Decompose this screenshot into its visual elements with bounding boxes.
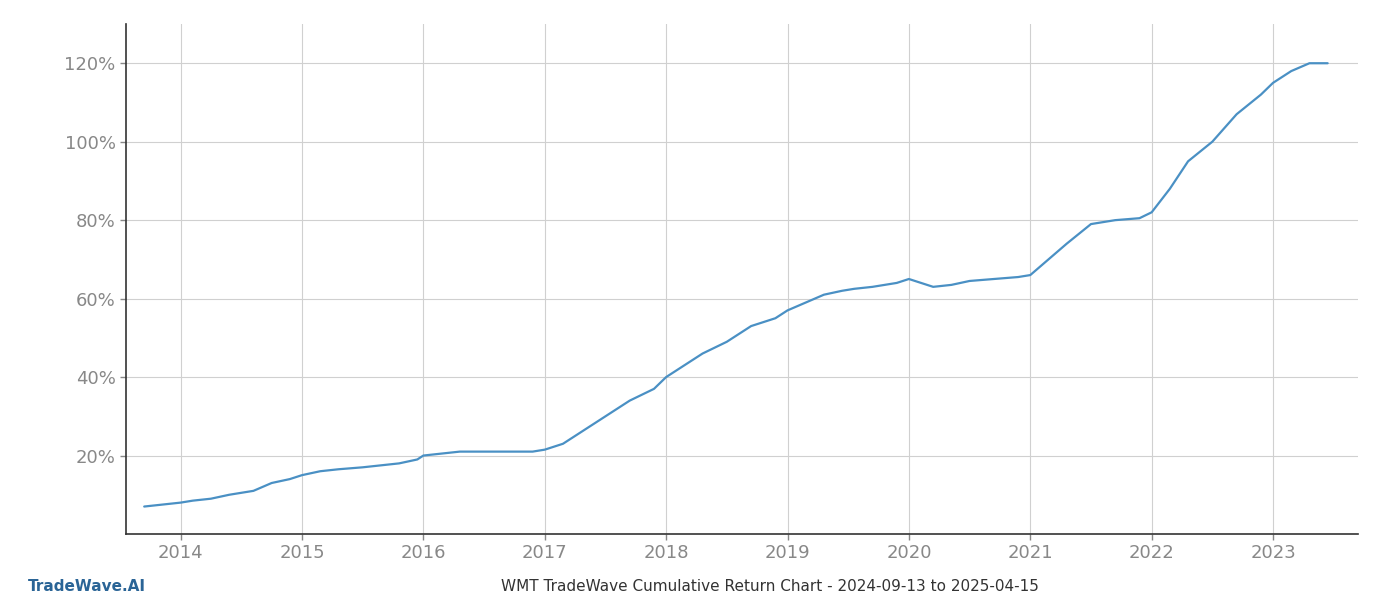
Text: WMT TradeWave Cumulative Return Chart - 2024-09-13 to 2025-04-15: WMT TradeWave Cumulative Return Chart - … [501,579,1039,594]
Text: TradeWave.AI: TradeWave.AI [28,579,146,594]
